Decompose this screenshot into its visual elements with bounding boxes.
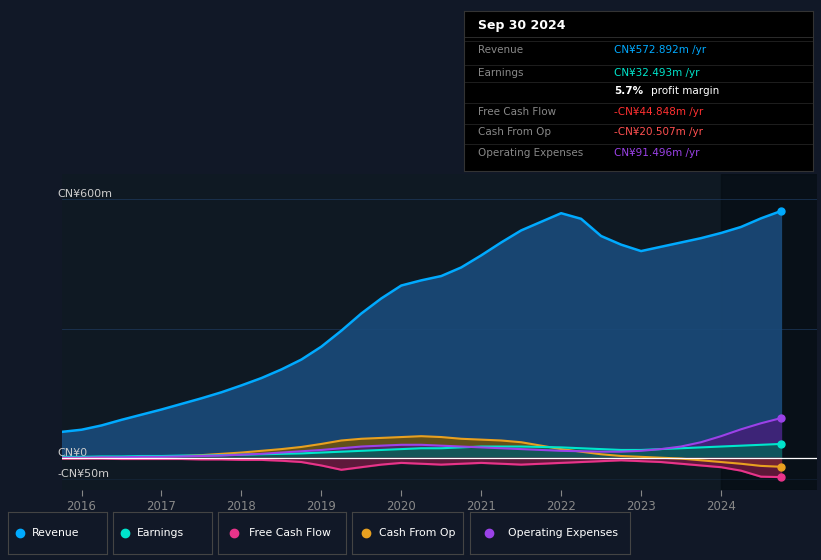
Text: Revenue: Revenue: [32, 529, 80, 538]
Text: Revenue: Revenue: [478, 44, 523, 54]
Text: profit margin: profit margin: [650, 86, 719, 96]
Text: Earnings: Earnings: [137, 529, 184, 538]
Text: Free Cash Flow: Free Cash Flow: [478, 107, 556, 116]
Text: -CN¥44.848m /yr: -CN¥44.848m /yr: [614, 107, 703, 116]
Text: CN¥0: CN¥0: [57, 447, 88, 458]
Text: 5.7%: 5.7%: [614, 86, 643, 96]
Bar: [721, 174, 821, 490]
Text: Earnings: Earnings: [478, 68, 523, 78]
Text: Operating Expenses: Operating Expenses: [478, 148, 583, 158]
Text: CN¥91.496m /yr: CN¥91.496m /yr: [614, 148, 699, 158]
Text: CN¥572.892m /yr: CN¥572.892m /yr: [614, 44, 706, 54]
Text: Cash From Op: Cash From Op: [478, 128, 551, 138]
Text: -CN¥50m: -CN¥50m: [57, 469, 110, 479]
Text: Operating Expenses: Operating Expenses: [508, 529, 618, 538]
Text: Cash From Op: Cash From Op: [378, 529, 456, 538]
Text: Sep 30 2024: Sep 30 2024: [478, 19, 566, 32]
Text: -CN¥20.507m /yr: -CN¥20.507m /yr: [614, 128, 703, 138]
Text: Free Cash Flow: Free Cash Flow: [249, 529, 331, 538]
Text: CN¥600m: CN¥600m: [57, 189, 112, 199]
Text: CN¥32.493m /yr: CN¥32.493m /yr: [614, 68, 699, 78]
